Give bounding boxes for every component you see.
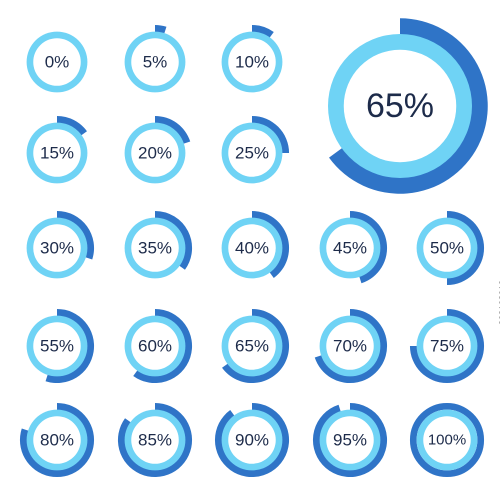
progress-ring-30: 30% [26,210,95,279]
progress-arc [252,210,290,278]
progress-arc [409,402,485,478]
percent-label: 85% [138,431,172,450]
progress-ring-85: 85% [117,402,193,478]
progress-arc [57,210,95,260]
progress-arc [155,24,167,34]
progress-ring-60: 60% [124,308,193,384]
percent-label: 50% [430,239,464,258]
percent-label: 100% [428,432,466,449]
progress-ring-45: 45% [319,210,388,284]
percent-label: 45% [333,239,367,258]
progress-arc [447,210,485,286]
progress-ring-0: 0% [26,31,88,93]
progress-arc [45,308,95,384]
progress-ring-40: 40% [221,210,290,279]
center-disc [228,416,276,464]
center-disc [228,224,276,272]
percent-label: 95% [333,431,367,450]
percent-label: 65% [235,337,269,356]
center-disc [228,38,276,86]
center-disc [33,129,81,177]
progress-ring-20: 20% [124,115,191,184]
progress-ring-80: 80% [19,402,95,478]
percent-label: 25% [235,144,269,163]
progress-arc [350,210,388,284]
progress-ring-15: 15% [26,115,88,184]
progress-ring-70: 70% [314,308,388,384]
progress-arc [57,115,87,136]
progress-arc [252,115,290,153]
percent-label: 20% [138,144,172,163]
center-disc [33,38,81,86]
percent-label: 5% [143,53,168,72]
progress-ring-65: 65% [221,308,290,384]
percent-label: 30% [40,239,74,258]
center-disc [33,416,81,464]
progress-arc [155,210,193,270]
center-disc [423,416,471,464]
center-disc [131,38,179,86]
center-disc [326,224,374,272]
percent-label: 10% [235,53,269,72]
percent-label: 35% [138,239,172,258]
center-disc [326,322,374,370]
percent-label: 75% [430,337,464,356]
progress-ring-95: 95% [312,402,388,478]
percent-label: 40% [235,239,269,258]
progress-arc [133,308,193,384]
center-disc [131,322,179,370]
progress-ring-90: 90% [214,402,290,478]
progress-ring-5: 5% [124,24,186,93]
percent-label: 0% [45,53,70,72]
center-disc [326,416,374,464]
center-disc [33,322,81,370]
progress-arc [155,115,191,144]
percent-label: 90% [235,431,269,450]
center-disc [423,322,471,370]
progress-ring-50: 50% [416,210,485,286]
percent-label: 55% [40,337,74,356]
feature-percent-label: 65% [366,87,434,125]
progress-arc [252,24,274,38]
center-disc [343,49,457,163]
center-disc [131,129,179,177]
progress-ring-75: 75% [409,308,485,384]
percent-label: 80% [40,431,74,450]
percent-label: 70% [333,337,367,356]
progress-ring-25: 25% [221,115,290,184]
percent-label: 60% [138,337,172,356]
percent-label: 15% [40,144,74,163]
center-disc [228,322,276,370]
center-disc [131,224,179,272]
center-disc [33,224,81,272]
progress-ring-100: 100% [409,402,485,478]
progress-ring-10: 10% [221,24,283,93]
center-disc [423,224,471,272]
center-disc [228,129,276,177]
feature-progress-ring: 65% [328,18,488,194]
progress-ring-55: 55% [26,308,95,384]
progress-ring-35: 35% [124,210,193,279]
center-disc [131,416,179,464]
